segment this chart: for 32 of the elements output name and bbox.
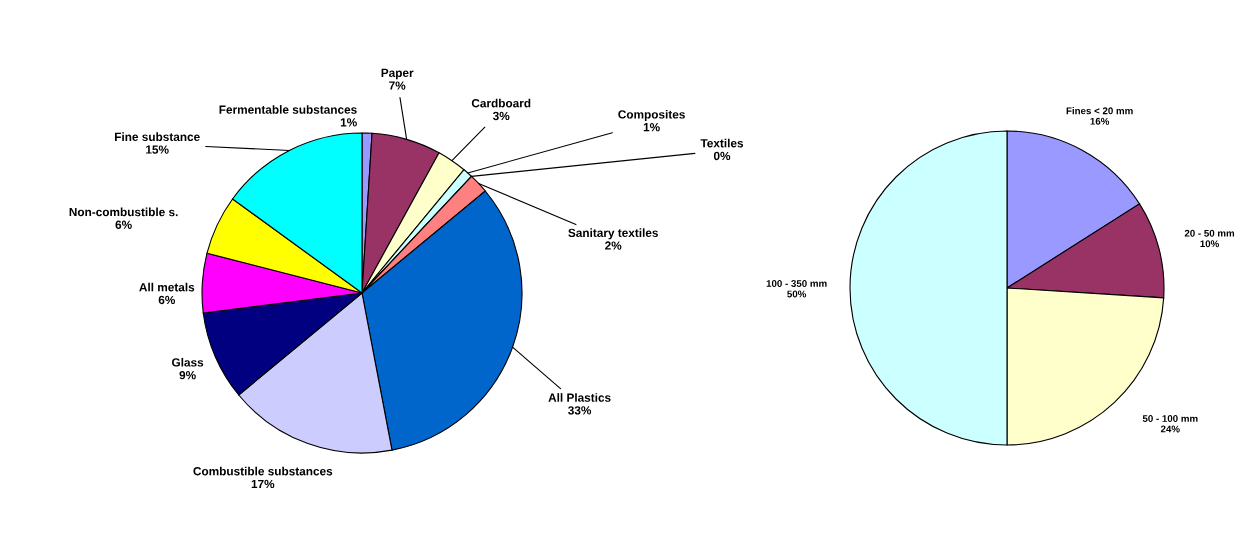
data-label: 3% bbox=[492, 111, 510, 121]
data-label: 9% bbox=[179, 370, 196, 380]
data-label: 1% bbox=[340, 118, 357, 127]
slice-label: All Plastics bbox=[548, 393, 611, 402]
slice-label: Fermentable substances bbox=[219, 105, 357, 114]
slice-label: Fines < 20 mm bbox=[1066, 107, 1133, 115]
slice-label: 50 - 100 mm bbox=[1142, 415, 1198, 422]
slice-label: Composites bbox=[618, 109, 685, 121]
slice-label: 100 - 350 mm bbox=[766, 280, 827, 287]
slice-label: Combustible substances bbox=[193, 466, 333, 476]
data-label: 17% bbox=[251, 479, 275, 489]
data-label: 10% bbox=[1200, 240, 1219, 248]
data-label: 24% bbox=[1160, 425, 1180, 433]
slice-label: Sanitary textiles bbox=[568, 228, 658, 240]
slice-label: Fine substance bbox=[115, 132, 200, 142]
text: 0% bbox=[713, 151, 731, 161]
slice-label: Paper bbox=[381, 68, 414, 80]
data-label: 2% bbox=[605, 241, 622, 250]
data-label: 15% bbox=[146, 145, 169, 154]
data-label: 1% bbox=[643, 123, 660, 132]
data-label: 16% bbox=[1090, 117, 1110, 125]
data-label: 6% bbox=[115, 220, 132, 229]
data-label: 33% bbox=[568, 406, 592, 415]
data-label: 7% bbox=[389, 81, 406, 90]
category-label: Textiles bbox=[700, 138, 744, 148]
slice-label: Glass bbox=[172, 357, 204, 367]
slice-label: 20 - 50 mm bbox=[1184, 229, 1235, 237]
slice-label: Non-combustible s. bbox=[69, 207, 178, 217]
data-label: 50% bbox=[787, 290, 807, 298]
data-label: 6% bbox=[158, 295, 176, 305]
slice-label: All metals bbox=[139, 282, 195, 292]
slice-label: Cardboard bbox=[471, 98, 531, 108]
